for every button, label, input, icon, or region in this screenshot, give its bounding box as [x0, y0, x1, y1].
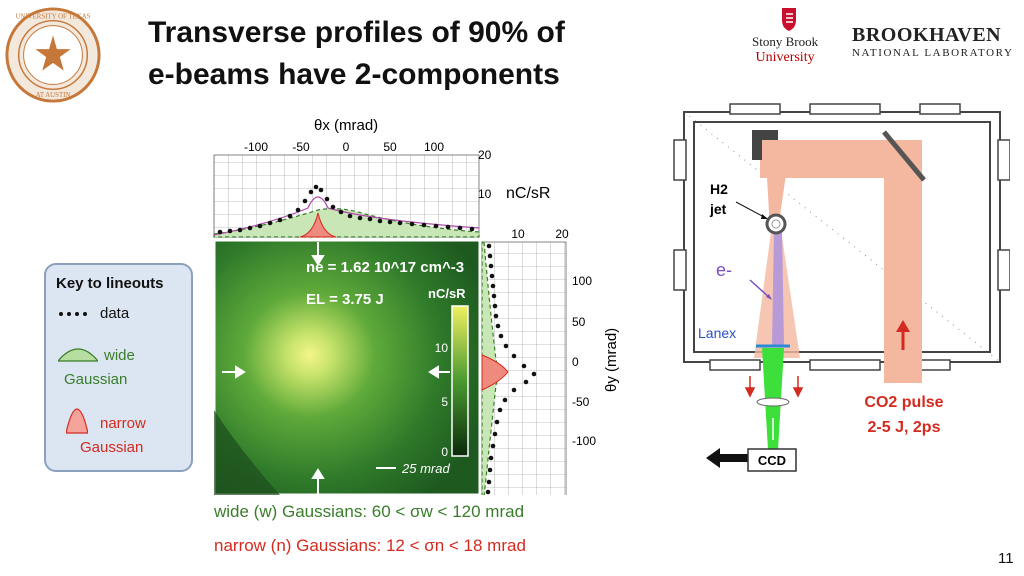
slide-title: Transverse profiles of 90% of e-beams ha… [148, 12, 565, 96]
co2-pulse-label: CO2 pulse [864, 394, 943, 411]
colorbar [451, 305, 469, 457]
stony-brook-logo: Stony Brook University [752, 6, 818, 66]
colorbar-tick: 10 [435, 341, 449, 355]
density-annotation: ne = 1.62 10^17 cm^-3 [306, 259, 464, 276]
key-narrow-label-2: Gaussian [80, 439, 144, 456]
brookhaven-name: BROOKHAVEN [852, 24, 1002, 46]
co2-pulse-params: 2-5 J, 2ps [868, 419, 941, 436]
theta-y-tick: 50 [572, 315, 586, 329]
narrow-gaussian-icon [66, 408, 88, 434]
key-wide-label-2: Gaussian [64, 371, 128, 388]
ccd-arrow-icon [706, 448, 748, 468]
exit-beam-arrows [744, 376, 804, 398]
theta-y-tick: 100 [572, 274, 592, 288]
brookhaven-subtitle: NATIONAL LABORATORY [852, 47, 1014, 59]
colorbar-tick: 5 [441, 395, 448, 409]
wide-gaussian-caption: wide (w) Gaussians: 60 < σw < 120 mrad [214, 502, 525, 521]
beam-edge-arrows [222, 242, 450, 494]
stony-brook-flame-icon [782, 8, 796, 31]
beam-profile-figure: nC/sR 10 5 0 ne = 1.62 10^17 cm^-3 EL = … [212, 117, 620, 495]
laser-energy-annotation: EL = 3.75 J [306, 291, 384, 308]
jet-label: jet [709, 201, 727, 217]
theta-y-tick: 0 [572, 355, 579, 369]
stony-brook-name: Stony Brook [752, 34, 819, 49]
svg-text:AT AUSTIN: AT AUSTIN [36, 92, 71, 99]
narrow-gaussian-caption: narrow (n) Gaussians: 12 < σn < 18 mrad [214, 536, 526, 555]
title-line-1: Transverse profiles of 90% of [148, 16, 565, 49]
theta-y-tick: -100 [572, 434, 596, 448]
electron-beam-image [212, 238, 482, 495]
theta-x-tick: 0 [343, 140, 350, 154]
theta-x-ticks: -100 -50 0 50 100 [244, 140, 444, 154]
key-title: Key to lineouts [56, 275, 164, 292]
co2-direction-arrow [896, 320, 910, 332]
turning-mirror [882, 130, 926, 182]
theta-x-tick: -50 [292, 140, 310, 154]
top-lineout-data-points [217, 184, 475, 235]
ccd-camera [747, 448, 797, 472]
top-fit-curve [213, 196, 480, 236]
page-number: 11 [998, 550, 1014, 567]
brookhaven-logo: BROOKHAVEN NATIONAL LABORATORY [852, 24, 1014, 59]
key-narrow-label-1: narrow [100, 415, 146, 432]
h2-label: H2 [710, 181, 728, 197]
electron-beam-path [772, 230, 784, 345]
key-wide-label-1: wide [104, 347, 135, 364]
title-line-2: e-beams have 2-components [148, 58, 560, 91]
right-x-tick: 20 [555, 227, 569, 241]
top-wide-gaussian [213, 208, 480, 238]
stony-brook-university: University [755, 50, 815, 65]
theta-x-tick: 50 [383, 140, 397, 154]
theta-y-ticks: 100 50 0 -50 -100 [572, 274, 596, 448]
colorbar-label: nC/sR [428, 286, 466, 301]
top-unit-label: nC/sR [506, 185, 550, 202]
lanex-label: Lanex [698, 325, 736, 341]
key-data-label: data [100, 305, 130, 322]
ccd-label: CCD [758, 453, 786, 468]
ut-austin-seal-logo: UNIVERSITY OF TEXAS AT AUSTIN [5, 7, 101, 103]
right-lineout-data-points [485, 243, 537, 495]
lineout-key-box: Key to lineouts data wide Gaussian narro… [44, 263, 193, 472]
colorbar-tick: 0 [441, 445, 448, 459]
top-narrow-gaussian [299, 212, 337, 238]
electron-label: e- [716, 260, 732, 280]
wide-gaussian-icon [58, 348, 98, 362]
imaging-lens [756, 397, 790, 407]
scale-bar-label: 25 mrad [401, 461, 450, 476]
parabolic-mirror [752, 130, 778, 160]
top-y-tick: 20 [478, 148, 492, 162]
theta-x-axis-label: θx (mrad) [314, 117, 378, 134]
right-x-tick: 10 [511, 227, 525, 241]
experiment-setup-diagram: H2 jet e- Lanex CO2 pulse 2-5 J, 2ps CCD [673, 103, 1010, 472]
svg-text:UNIVERSITY OF TEXAS: UNIVERSITY OF TEXAS [15, 14, 90, 21]
theta-x-tick: 100 [424, 140, 444, 154]
theta-y-tick: -50 [572, 395, 590, 409]
dotted-line-icon [59, 312, 87, 316]
right-narrow-gaussian [481, 354, 509, 391]
theta-x-tick: -100 [244, 140, 268, 154]
theta-y-axis-label: θy (mrad) [603, 328, 620, 392]
top-y-tick: 10 [478, 187, 492, 201]
